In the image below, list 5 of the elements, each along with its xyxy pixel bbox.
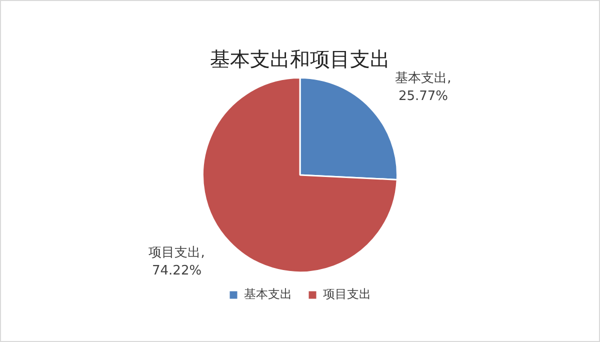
legend-label: 基本支出 (244, 287, 292, 302)
data-label: 基本支出, 25.77% (395, 71, 452, 104)
chart-title: 基本支出和项目支出 (210, 47, 390, 72)
legend-label: 项目支出 (323, 287, 371, 302)
data-label: 项目支出, 74.22% (148, 246, 205, 279)
